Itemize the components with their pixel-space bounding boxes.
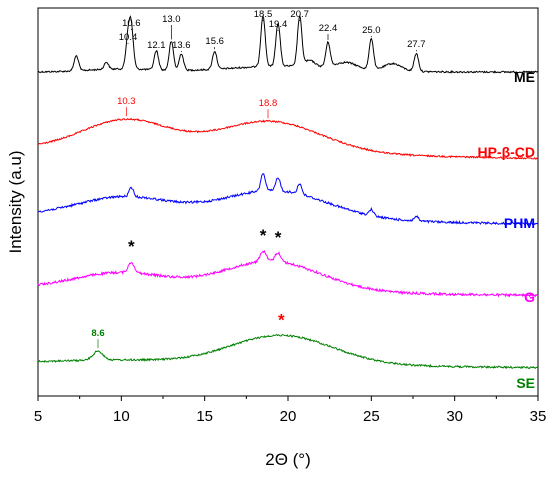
peak-label: 8.6	[91, 328, 104, 339]
series-3-name: G	[524, 289, 535, 305]
series-0-name: ME	[514, 69, 535, 85]
x-tick-label: 35	[530, 408, 547, 425]
peak-label: 13.0	[162, 14, 181, 25]
x-tick-label: 20	[280, 408, 297, 425]
peak-marker: *	[275, 228, 282, 247]
peak-label: 10.6	[122, 18, 141, 29]
x-tick-label: 5	[34, 408, 42, 425]
peak-label: 12.1	[147, 40, 166, 51]
series-1-name: HP-β-CD	[477, 144, 535, 160]
peak-label: 22.4	[319, 23, 338, 34]
annotations-layer: 10.4 10.6 12.1 13.0 13.6 15.6 18.519.420.7 22.4…	[91, 9, 426, 349]
x-axis: 5 10 15 20 25 30 35	[34, 396, 547, 425]
peak-label: 25.0	[362, 25, 381, 36]
x-tick-label: 10	[113, 408, 130, 425]
peak-label: 10.3	[117, 96, 136, 107]
series-2-name: PHM	[504, 215, 535, 231]
peak-label: 10.4	[119, 32, 138, 43]
series-1-line	[37, 117, 539, 160]
peak-marker: *	[260, 226, 267, 245]
peak-marker: *	[128, 237, 135, 256]
peak-label: 15.6	[205, 36, 224, 47]
series-labels-layer: ME HP-β-CD PHM G SE	[477, 69, 535, 391]
peak-label: 18.5	[254, 9, 273, 20]
series-3-line	[37, 249, 539, 299]
peak-label: 20.7	[290, 9, 309, 20]
peak-label: 13.6	[172, 40, 191, 51]
x-tick-label: 30	[446, 408, 463, 425]
series-4-line	[37, 333, 539, 370]
series-4-name: SE	[516, 375, 535, 391]
peak-label: 18.8	[259, 98, 278, 109]
x-axis-label: 2Θ (°)	[265, 450, 311, 469]
series-2-line	[37, 173, 539, 226]
x-tick-label: 15	[196, 408, 213, 425]
peak-label: 19.4	[269, 19, 288, 30]
peak-marker: *	[278, 310, 285, 329]
series-0-line	[37, 14, 539, 74]
x-tick-label: 25	[363, 408, 380, 425]
curves-layer	[37, 14, 539, 370]
peak-label: 27.7	[407, 39, 426, 50]
y-axis-label: Intensity (a.u)	[6, 151, 25, 254]
